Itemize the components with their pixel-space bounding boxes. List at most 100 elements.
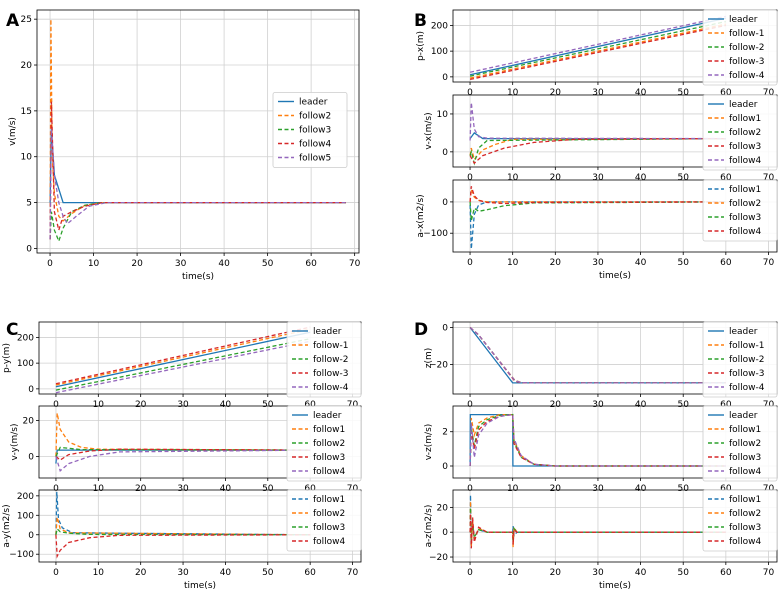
x-tick-label: 40: [220, 484, 232, 494]
x-tick-label: 20: [550, 484, 562, 494]
x-tick-label: 50: [677, 173, 689, 183]
x-tick-label: 40: [635, 88, 647, 98]
panel-label-A: A: [6, 11, 20, 31]
series-line-follow5: [49, 129, 346, 240]
legend-label-follow5: follow5: [299, 154, 331, 164]
x-tick-label: 10: [507, 258, 519, 268]
x-tick-label: 50: [262, 568, 274, 578]
legend-box: [286, 405, 362, 482]
x-tick-label: 10: [93, 568, 105, 578]
x-tick-label: 60: [304, 568, 316, 578]
series-group: [469, 15, 726, 81]
series-group: [469, 186, 726, 249]
x-tick-label: 30: [177, 484, 189, 494]
x-tick-label: 70: [347, 568, 359, 578]
legend: leader follow1 follow2 follow3 follow4: [702, 405, 778, 482]
x-tick-label: 30: [592, 400, 604, 410]
y-tick-label: 200: [17, 333, 34, 343]
x-tick-label: 60: [720, 400, 732, 410]
x-tick-label: 50: [677, 400, 689, 410]
x-tick-label: 20: [135, 400, 147, 410]
x-tick-label: 60: [720, 88, 732, 98]
x-tick-label: 0: [467, 173, 473, 183]
legend-label-follow-3: follow-3: [729, 57, 765, 67]
x-tick-label: 0: [467, 258, 473, 268]
legend-label-follow3: follow3: [729, 142, 761, 152]
series-line-follow-2: [469, 20, 726, 77]
x-tick-label: 50: [677, 484, 689, 494]
legend-label-follow3: follow3: [299, 126, 331, 136]
y-axis-label: v-z(m/s): [424, 424, 434, 461]
x-tick-label: 50: [677, 568, 689, 578]
x-tick-label: 50: [677, 258, 689, 268]
subplot-a-x-m2-s-: −100 0 0 10 20 30 40 50 60 70 a-x(m2/s) time(s) foll…: [416, 179, 778, 281]
legend-label-follow-3: follow-3: [313, 369, 349, 379]
series-line-follow3: [49, 201, 346, 243]
x-tick-label: 40: [635, 484, 647, 494]
series-group: [55, 491, 311, 559]
series-line-follow-4: [469, 327, 726, 384]
series-line-leader: [55, 331, 311, 388]
x-tick-label: 70: [347, 484, 359, 494]
y-tick-label: 0: [442, 324, 448, 334]
y-axis-label: z(m): [424, 348, 434, 369]
x-tick-label: 70: [763, 173, 775, 183]
series-group: [469, 102, 726, 166]
legend-label-follow2: follow2: [313, 509, 345, 519]
legend-box: [702, 179, 778, 242]
y-tick-label: 5: [26, 199, 32, 209]
y-tick-label: 100: [17, 359, 34, 369]
x-tick-label: 10: [93, 400, 105, 410]
x-tick-label: 30: [177, 568, 189, 578]
legend-label-follow-1: follow-1: [313, 341, 349, 351]
x-axis-label: time(s): [599, 581, 631, 591]
legend-label-follow4: follow4: [729, 537, 762, 547]
legend-label-follow2: follow2: [313, 439, 345, 449]
axes-frame: [36, 9, 360, 254]
panel-label-C: C: [6, 320, 18, 340]
legend-label-follow2: follow2: [729, 199, 761, 209]
legend-label-follow1: follow1: [313, 495, 345, 505]
x-tick-label: 60: [720, 173, 732, 183]
legend-label-follow-4: follow-4: [313, 383, 349, 393]
x-tick-label: 70: [763, 88, 775, 98]
x-tick-label: 40: [218, 259, 230, 269]
y-tick-label: 20: [23, 416, 35, 426]
y-tick-label: −20: [429, 553, 448, 563]
x-tick-label: 20: [550, 568, 562, 578]
x-tick-label: 30: [592, 88, 604, 98]
series-line-follow1: [55, 491, 311, 536]
legend-label-follow2: follow2: [729, 509, 761, 519]
y-tick-label: 10: [437, 110, 449, 120]
y-tick-label: 15: [21, 107, 32, 117]
legend-label-follow-4: follow-4: [729, 71, 765, 81]
x-tick-label: 20: [550, 400, 562, 410]
legend-label-leader: leader: [313, 411, 342, 421]
legend-label-follow-2: follow-2: [729, 355, 765, 365]
legend-box: [286, 321, 362, 398]
legend-box: [702, 321, 778, 398]
x-tick-label: 70: [763, 484, 775, 494]
subplot-v-x-m-s-: 0 10 0 10 20 30 40 50 60 70 v-x(m/s) leader follow1 f…: [424, 94, 778, 183]
x-tick-label: 10: [507, 400, 519, 410]
subplot-p-x-m-: 0 100 200 0 10 20 30 40 50 60 70 p-x(m) leader follow…: [416, 9, 778, 98]
x-tick-label: 30: [592, 484, 604, 494]
legend-label-follow1: follow1: [729, 185, 761, 195]
x-tick-label: 70: [347, 400, 359, 410]
legend-box: [702, 489, 778, 552]
y-tick-label: 20: [437, 503, 449, 513]
x-tick-label: 30: [177, 400, 189, 410]
x-tick-label: 50: [262, 484, 274, 494]
legend-box: [272, 92, 348, 168]
x-axis-label: time(s): [599, 271, 631, 281]
legend-label-follow3: follow3: [313, 523, 345, 533]
y-tick-label: 2: [442, 428, 448, 438]
y-tick-label: 200: [17, 492, 34, 502]
x-tick-label: 40: [635, 400, 647, 410]
x-axis-label: time(s): [182, 272, 214, 282]
series-group: [469, 413, 726, 467]
legend-label-leader: leader: [729, 411, 758, 421]
series-group: [469, 327, 726, 384]
legend-label-follow-2: follow-2: [729, 43, 765, 53]
